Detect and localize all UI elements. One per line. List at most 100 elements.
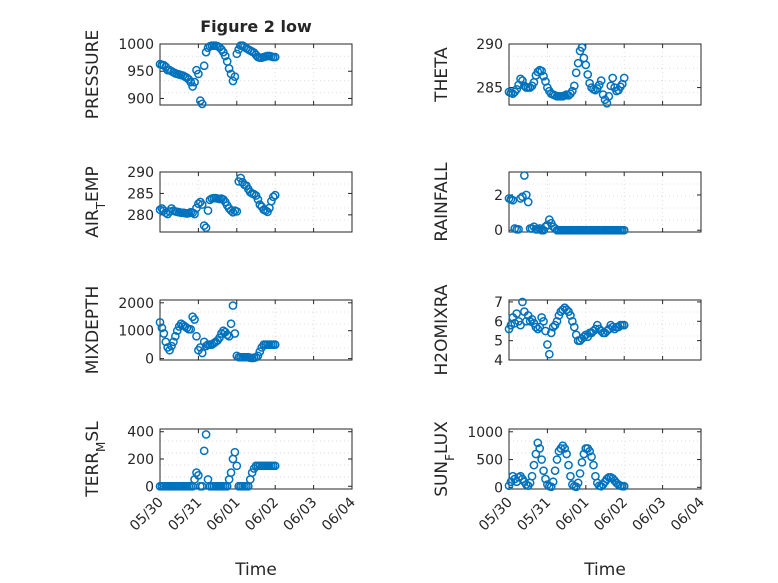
y-axis-label-main: SUN [432,461,452,497]
data-point [201,47,211,57]
data-point [232,207,242,216]
data-point [523,197,533,207]
data-point [192,331,201,341]
data-point [228,76,238,86]
x-tick-label: 05/31 [165,495,205,535]
data-point [543,340,552,349]
data-point [541,326,550,336]
data-point [604,91,614,101]
data-point [587,452,596,462]
data-point [573,58,583,68]
data-point [226,206,236,215]
y-tick-label: 2 [494,188,503,204]
axes-frame [508,43,702,106]
y-tick-label: 200 [127,452,154,468]
y-tick-label: 285 [476,81,503,97]
x-tick-label: 06/03 [630,495,670,535]
data-point [573,478,583,488]
data-point [190,315,199,324]
subplot-mixdepth: 0 1000 2000 MIXDEPTH [83,286,353,374]
data-point [602,326,612,336]
y-tick-label: 6 [494,314,503,330]
data-point [571,68,581,78]
data-point [226,319,236,329]
data-point [518,297,527,307]
y-axis-label: RAINFALL [432,162,452,242]
data-point [562,305,571,315]
data-point [548,477,558,487]
data-point [186,324,196,334]
y-axis-label-subscript: F [443,454,457,461]
y-tick-label: 0 [145,352,154,368]
y-axis-label: TERRMSL [83,421,108,498]
subplot-h2omixra: 4 5 6 7 H2OMIXRA [432,284,702,376]
data-point [199,61,209,71]
data-point [560,444,570,453]
data-point [619,481,629,491]
data-point [608,322,618,332]
axes-frame [508,171,702,233]
data-point [585,446,594,456]
axes-frame [508,428,702,490]
data-point [535,444,545,453]
data-point [228,207,238,217]
chart-title: Figure 2 low [200,17,312,36]
subplot-pressure: 900 950 1000 PRESSURE Figure 2 low [83,17,353,119]
data-point [172,326,182,336]
y-axis-label: H2OMIXRA [432,284,452,375]
data-point [247,468,257,477]
data-point [516,74,525,84]
data-point [521,316,531,326]
data-point [527,471,537,481]
y-axis-label: PRESSURE [83,30,103,119]
x-tick-label: 06/01 [553,495,593,535]
data-point [575,469,585,478]
data-point [568,86,577,96]
x-tick-label: 06/04 [319,494,359,534]
data-point [537,455,546,464]
data-point [512,84,522,94]
data-point [539,466,548,476]
data-point [577,43,587,52]
y-tick-label: 950 [127,64,154,80]
data-point [190,77,199,87]
data-point [558,305,568,315]
data-point [228,301,238,310]
y-tick-label: 0 [145,479,154,495]
y-tick-label: 0 [494,480,503,496]
data-point [224,64,234,73]
data-point [516,320,525,330]
data-point [226,468,236,477]
data-point [267,196,276,206]
subplot-air: 280 285 290 AIRTEMP [83,165,353,238]
data-point [220,51,230,61]
data-point [171,331,180,341]
data-point [585,78,594,88]
x-tick-label: 05/30 [127,495,167,535]
x-tick-label: 05/31 [514,495,554,535]
y-tick-label: 900 [127,91,154,107]
data-point [619,225,629,235]
y-axis-label-main: PRESSURE [83,30,103,119]
data-point [194,199,203,209]
data-point [201,223,211,233]
y-tick-label: 5 [494,334,503,350]
data-point [596,76,606,85]
data-point [608,73,618,83]
data-point [159,329,169,338]
y-axis-label: AIRTEMP [83,166,108,237]
y-tick-label: 500 [476,453,503,469]
data-point [550,466,560,476]
data-point [255,347,265,356]
data-point [598,90,608,99]
data-point [589,460,598,470]
y-axis-label-main: THETA [432,47,452,103]
data-point [197,200,207,209]
x-tick-label: 06/02 [591,495,631,535]
y-axis-label-rest: SL [83,421,103,442]
data-point [533,67,543,77]
data-point [201,341,211,351]
data-point [579,53,589,63]
